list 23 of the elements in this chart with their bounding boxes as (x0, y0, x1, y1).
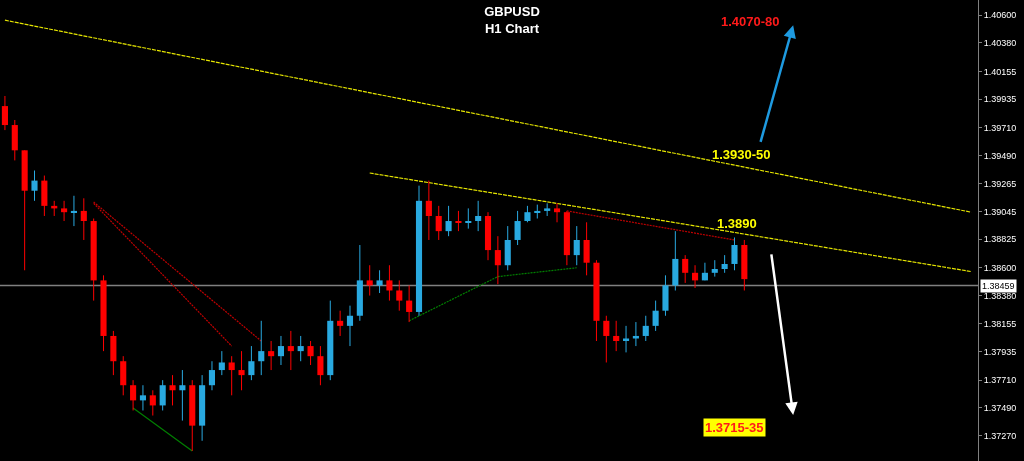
y-tick-label: 1.38825 (983, 234, 1017, 245)
y-tick-label: 1.38155 (983, 319, 1017, 330)
annotation: 1.3930-50 (712, 147, 771, 162)
y-tick-label: 1.39265 (983, 178, 1017, 189)
y-tick-label: 1.39935 (983, 94, 1017, 105)
y-tick-label: 1.37935 (983, 346, 1017, 357)
annotation: 1.4070-80 (721, 14, 780, 29)
y-tick-label: 1.38380 (983, 290, 1017, 301)
ref-line-label: 1.38459 (982, 281, 1015, 291)
y-tick-label: 1.39490 (983, 150, 1017, 161)
y-tick-label: 1.40380 (983, 38, 1017, 49)
y-tick-label: 1.38600 (983, 262, 1017, 273)
annotation: 1.3715-35 (705, 420, 764, 435)
y-tick-label: 1.37490 (983, 403, 1017, 414)
text: H1 Chart (484, 21, 540, 37)
y-tick-label: 1.39710 (983, 122, 1017, 133)
y-tick-label: 1.37710 (983, 375, 1017, 386)
y-tick-label: 1.37270 (983, 430, 1017, 441)
y-tick-label: 1.40155 (983, 66, 1017, 77)
annotation: 1.3890 (717, 216, 757, 231)
y-tick-label: 1.40600 (983, 10, 1017, 21)
y-tick-label: 1.39045 (983, 206, 1017, 217)
chart-title: GBPUSD (484, 4, 540, 20)
